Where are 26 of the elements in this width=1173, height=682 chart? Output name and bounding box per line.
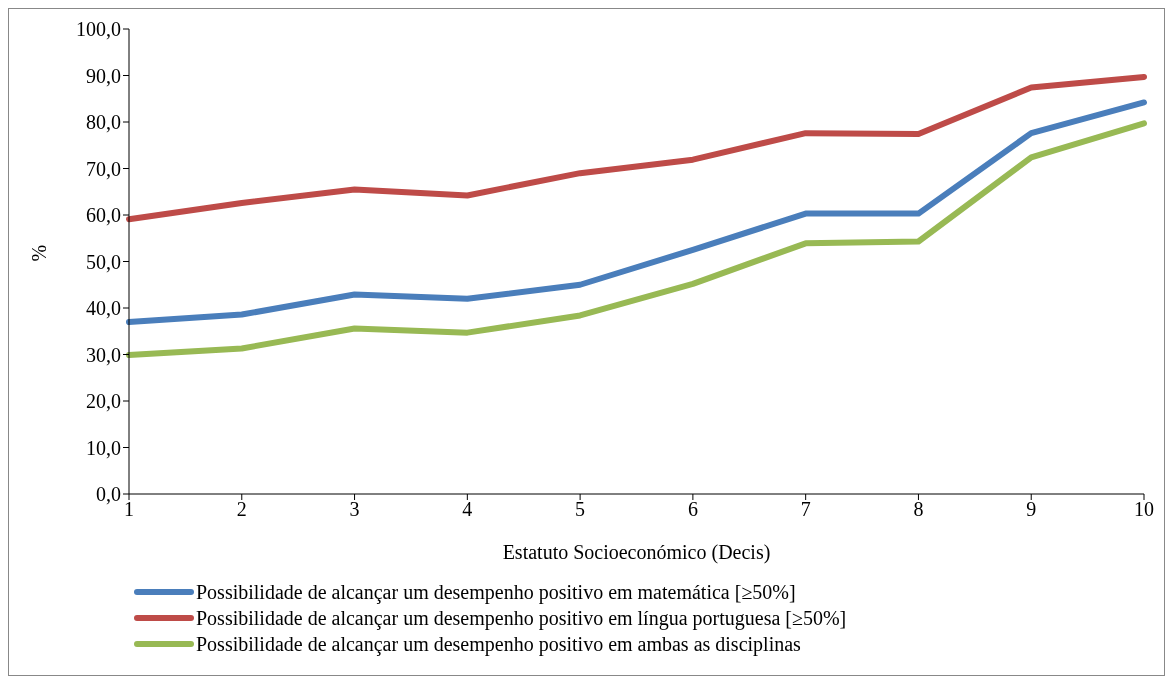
- x-tick-label: 2: [236, 498, 247, 521]
- x-tick-label: 5: [575, 498, 586, 521]
- x-axis-title: Estatuto Socioeconómico (Decis): [502, 541, 771, 564]
- x-tick-label: 7: [800, 498, 811, 521]
- y-tick-label: 40,0: [86, 297, 121, 320]
- x-tick-label: 8: [913, 498, 924, 521]
- y-tick-label: 50,0: [86, 250, 121, 273]
- y-tick-label: 60,0: [86, 204, 121, 227]
- y-tick-label: 20,0: [86, 390, 121, 413]
- y-axis-title: %: [28, 244, 51, 262]
- x-tick-label: 10: [1134, 498, 1154, 521]
- y-tick-label: 80,0: [86, 111, 121, 134]
- y-tick-label: 100,0: [76, 18, 121, 41]
- y-tick-label: 0,0: [96, 483, 121, 506]
- legend-label: Possibilidade de alcançar um desempenho positivo em ambas as disciplinas: [196, 632, 801, 657]
- x-tick-label: 6: [687, 498, 698, 521]
- x-tick-label: 9: [1026, 498, 1037, 521]
- y-tick-label: 90,0: [86, 64, 121, 87]
- legend-label: Possibilidade de alcançar um desempenho positivo em língua portuguesa [≥50%]: [196, 606, 847, 631]
- x-tick-label: 4: [462, 498, 473, 521]
- x-tick-label: 1: [124, 498, 134, 521]
- x-tick-label: 3: [349, 498, 360, 521]
- y-tick-label: 70,0: [86, 157, 121, 180]
- y-tick-label: 10,0: [86, 436, 121, 459]
- y-tick-label: 30,0: [86, 343, 121, 366]
- legend-label: Possibilidade de alcançar um desempenho positivo em matemática [≥50%]: [196, 580, 796, 605]
